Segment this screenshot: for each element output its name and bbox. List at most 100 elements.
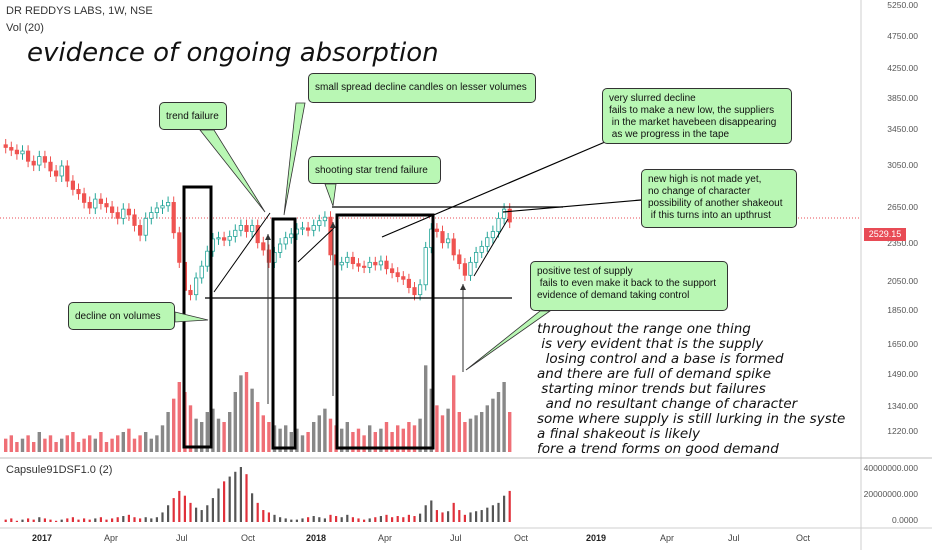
candle-body [468,261,473,276]
symbol-line: DR REDDYS LABS, 1W, NSE [6,5,153,17]
volume-bar [351,432,355,452]
volume-bar [340,428,344,452]
note-small-spread[interactable]: small spread decline candles on lesser v… [308,73,536,103]
indicator-bar [43,518,46,522]
indicator-bar [273,514,276,522]
indicator-bar [391,517,394,522]
candle-body [20,150,25,155]
candle-body [160,205,165,209]
indicator-bar [133,517,136,522]
indicator-bar [10,518,13,522]
time-tick: 2019 [586,533,607,543]
volume-bar [160,425,165,452]
candle-body [70,180,75,190]
volume-bar [228,412,232,452]
indicator-bar [178,490,181,522]
indicator-bar [323,518,326,522]
volume-bar [328,418,333,452]
candle-body [193,277,199,296]
note-new-high[interactable]: new high is not made yet, no change of c… [641,169,797,228]
candle-body [401,276,406,280]
candle-body [42,156,48,163]
indicator-bar [508,490,511,522]
volume-bar [216,418,221,452]
volume-bar [440,415,445,452]
indicator-bar [458,510,461,522]
volume-bar [401,428,405,452]
price-tick: 1340.00 [887,401,918,411]
indicator-bar [385,514,388,522]
candle-body [104,203,109,208]
indicator-bar [463,514,466,522]
candle-body [149,212,154,219]
price-tick: 1220.00 [887,426,918,436]
volume-bar [244,372,249,452]
candle-body [255,225,260,244]
callout-pointer [283,102,306,216]
indicator-bar [111,518,114,522]
candle-body [3,144,8,148]
indicator-bar [301,518,304,522]
candle-body [406,278,412,288]
indicator-bar [396,516,399,522]
candle-body [339,261,344,266]
note-trend-failure[interactable]: trend failure [159,102,227,130]
candle-body [378,260,384,266]
slurred-decline-line [381,141,606,238]
indicator-bar [447,511,450,522]
candle-body [121,208,126,219]
candle-body [417,284,423,296]
indicator-bar [256,502,259,522]
candle-body [143,217,148,236]
indicator-bar [351,517,354,522]
note-decline-volumes[interactable]: decline on volumes [68,302,175,330]
volume-bar [132,438,137,452]
volume-bar [239,375,243,452]
volume-bar [480,412,484,452]
indicator-bar [234,471,237,522]
volume-bar [26,435,30,452]
volume-bar [211,408,215,452]
indicator-bar [167,505,170,522]
indicator-tick: 20000000.000 [863,489,918,499]
indicator-bar [49,519,52,522]
volume-bar [502,382,506,452]
candle-body [54,170,59,177]
volume-bar [256,402,260,452]
volume-bar [300,435,305,452]
indicator-bar [441,512,444,522]
candle-body [490,231,496,239]
time-tick: Jul [450,533,462,543]
indicator-bar [312,516,315,522]
volume-bar [15,442,19,452]
indicator-bar [38,517,41,522]
current-price-tag: 2529.15 [864,228,906,241]
indicator-bar [340,517,343,522]
volume-bar [345,422,349,452]
price-tick: 5250.00 [887,0,918,10]
price-tick: 2050.00 [887,276,918,286]
candle-body [110,206,115,213]
indicator-bar [60,519,63,522]
indicator-bar [503,495,506,522]
indicator-bar [155,517,158,522]
indicator-bar [217,488,220,522]
volume-bar [9,435,13,452]
note-positive-test[interactable]: positive test of supply fails to even ma… [530,261,728,311]
volume-bar [110,438,114,452]
price-tick: 1490.00 [887,369,918,379]
volume-bar [306,432,310,452]
note-slurred-decline[interactable]: very slurred decline fails to make a new… [602,88,792,144]
indicator-label: Capsule91DSF1.0 (2) [6,464,113,476]
volume-bar [194,418,198,452]
volume-bar [37,432,41,452]
candle-body [221,237,227,241]
volume-bar [43,438,47,452]
candle-body [361,265,367,268]
commentary-text: throughout the range one thing is very e… [537,321,846,457]
candle-body [451,238,456,256]
candle-body [266,249,272,263]
note-shooting-star[interactable]: shooting star trend failure [308,156,441,184]
chart-title: evidence of ongoing absorption [27,38,439,68]
